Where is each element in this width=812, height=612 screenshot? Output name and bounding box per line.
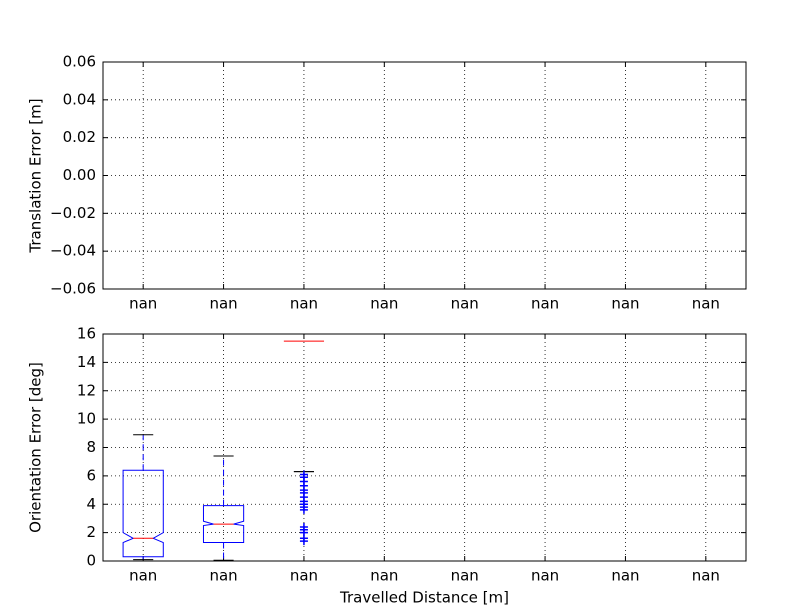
x-tick-label: nan <box>209 567 237 585</box>
y-tick-label: −0.04 <box>50 242 96 260</box>
y-tick-label: −0.06 <box>50 280 96 298</box>
box <box>202 505 245 544</box>
y-tick-label: 0.04 <box>63 90 96 108</box>
y-tick-label: 8 <box>86 438 96 456</box>
x-tick-label: nan <box>611 295 639 313</box>
x-tick-label: nan <box>531 567 559 585</box>
y-tick-label: 0.00 <box>63 166 96 184</box>
x-tick-label: nan <box>290 567 318 585</box>
x-tick-label: nan <box>692 295 720 313</box>
y-tick-label: 4 <box>86 495 96 513</box>
y-axis-label: Translation Error [m] <box>27 98 45 253</box>
y-tick-label: 6 <box>86 466 96 484</box>
x-tick-label: nan <box>611 567 639 585</box>
x-tick-label: nan <box>370 295 398 313</box>
y-tick-label: 10 <box>77 410 96 428</box>
y-tick-label: 12 <box>77 381 96 399</box>
x-axis-label: Travelled Distance [m] <box>339 589 509 607</box>
y-tick-label: 0 <box>86 552 96 570</box>
y-tick-label: 16 <box>77 325 96 343</box>
x-tick-label: nan <box>290 295 318 313</box>
x-tick-label: nan <box>209 295 237 313</box>
y-tick-label: 0.02 <box>63 128 96 146</box>
box <box>122 469 164 558</box>
x-tick-label: nan <box>370 567 398 585</box>
y-tick-label: 2 <box>86 523 96 541</box>
x-tick-label: nan <box>129 567 157 585</box>
y-tick-label: −0.02 <box>50 204 96 222</box>
y-axis-label: Orientation Error [deg] <box>27 362 45 533</box>
flier <box>299 470 308 479</box>
y-tick-label: 14 <box>77 353 96 371</box>
axes-frame <box>102 333 747 562</box>
x-tick-label: nan <box>451 567 479 585</box>
axes-frame <box>102 61 747 290</box>
x-tick-label: nan <box>451 295 479 313</box>
x-tick-label: nan <box>692 567 720 585</box>
plot-area <box>103 62 746 289</box>
y-tick-label: 0.06 <box>63 53 96 71</box>
x-tick-label: nan <box>531 295 559 313</box>
flier <box>299 522 308 531</box>
x-tick-label: nan <box>129 295 157 313</box>
